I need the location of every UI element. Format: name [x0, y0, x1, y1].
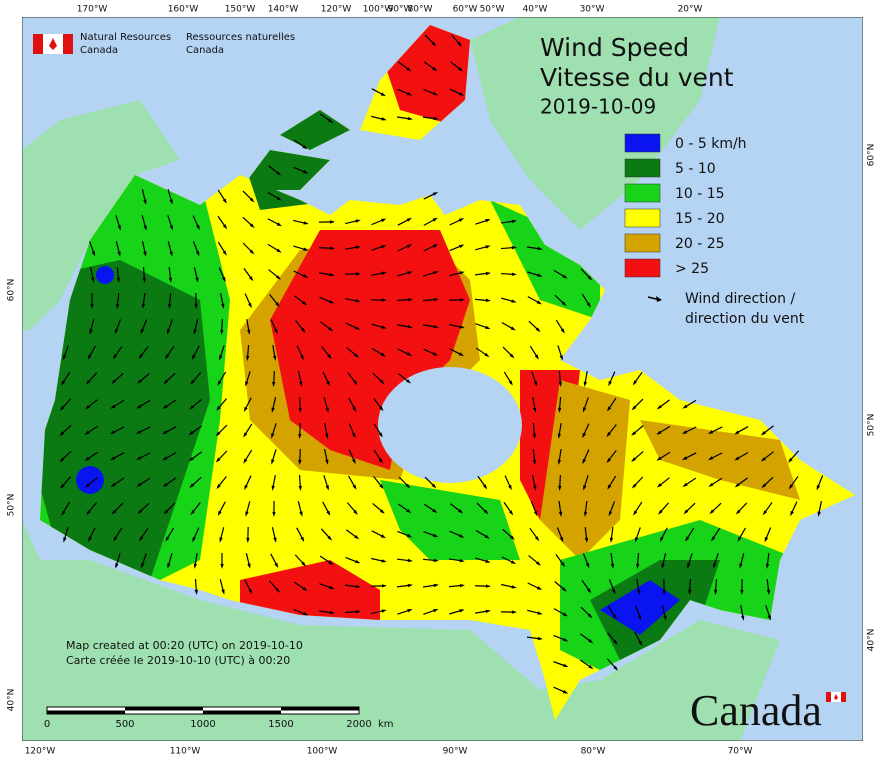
zone-0-5 — [96, 266, 114, 284]
flag-bar — [63, 34, 73, 54]
scale-label: 1500 — [268, 719, 293, 730]
footer-note: Map created at 00:20 (UTC) on 2019-10-10 — [66, 639, 303, 652]
legend-swatch — [625, 184, 660, 202]
map-frame — [22, 17, 863, 741]
wordmark: Canada — [690, 686, 822, 735]
lon-label: 150°W — [225, 5, 256, 15]
lat-label: 40°N — [7, 689, 17, 712]
lon-label: 50°W — [480, 5, 505, 15]
title: Wind Speed — [540, 33, 689, 62]
wordmark-flag — [841, 692, 846, 702]
legend-label: 0 - 5 km/h — [675, 136, 747, 152]
lon-label: 110°W — [170, 747, 201, 757]
agency-fr: Ressources naturelles — [186, 32, 295, 43]
footer-note: Carte créée le 2019-10-10 (UTC) à 00:20 — [66, 654, 290, 667]
scale-label: 0 — [44, 719, 50, 730]
lat-label: 50°N — [867, 414, 877, 437]
lon-label: 160°W — [168, 5, 199, 15]
scale-unit: km — [378, 719, 394, 730]
agency-en: Natural Resources — [80, 32, 171, 43]
legend-swatch — [625, 134, 660, 152]
lat-label: 40°N — [867, 629, 877, 652]
legend-label: > 25 — [675, 261, 709, 277]
scale-segment — [125, 707, 203, 711]
legend-swatch — [625, 259, 660, 277]
lat-label: 60°N — [7, 279, 17, 302]
flag-bar — [33, 34, 43, 54]
lon-label: 170°W — [77, 5, 108, 15]
lon-label: 90°W — [443, 747, 468, 757]
agency-en: Canada — [80, 45, 118, 56]
lon-label: 140°W — [268, 5, 299, 15]
lon-label: 40°W — [523, 5, 548, 15]
legend-swatch — [625, 234, 660, 252]
lon-label: 20°W — [678, 5, 703, 15]
lat-label: 50°N — [7, 494, 17, 517]
zone-0-5 — [76, 466, 104, 494]
title: Vitesse du vent — [540, 63, 734, 92]
wordmark-flag — [826, 692, 831, 702]
lon-label: 100°W — [307, 747, 338, 757]
lon-label: 80°W — [408, 5, 433, 15]
scale-label: 500 — [115, 719, 134, 730]
scale-segment — [203, 711, 281, 715]
date: 2019-10-09 — [540, 95, 656, 119]
lon-label: 60°W — [453, 5, 478, 15]
legend-swatch — [625, 159, 660, 177]
wind-direction-label: direction du vent — [685, 311, 805, 327]
lon-label: 80°W — [581, 747, 606, 757]
agency-fr: Canada — [186, 45, 224, 56]
scale-label: 2000 — [346, 719, 371, 730]
wind-direction-label: Wind direction / — [685, 291, 795, 307]
legend-label: 20 - 25 — [675, 236, 725, 252]
legend-label: 15 - 20 — [675, 211, 725, 227]
lon-label: 120°W — [25, 747, 56, 757]
scale-segment — [281, 707, 359, 711]
legend-label: 5 - 10 — [675, 161, 716, 177]
lon-label: 120°W — [321, 5, 352, 15]
scale-bar — [47, 707, 359, 714]
scale-label: 1000 — [190, 719, 215, 730]
lon-label: 30°W — [580, 5, 605, 15]
scale-segment — [47, 711, 125, 715]
lon-label: 70°W — [728, 747, 753, 757]
legend-label: 10 - 15 — [675, 186, 725, 202]
lat-label: 60°N — [867, 144, 877, 167]
hudson-bay — [378, 367, 522, 483]
legend-swatch — [625, 209, 660, 227]
